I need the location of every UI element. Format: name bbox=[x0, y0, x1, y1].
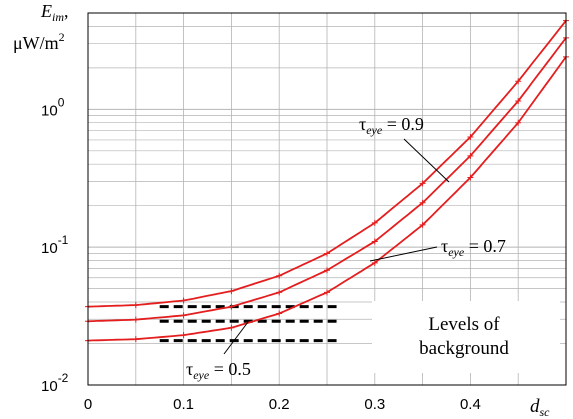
background-levels bbox=[159, 305, 337, 343]
annotation-tau-0.9: τeye = 0.9 bbox=[359, 114, 450, 183]
data-point bbox=[419, 180, 426, 187]
data-point bbox=[371, 219, 378, 226]
data-point bbox=[228, 288, 235, 295]
curves bbox=[85, 17, 569, 344]
data-point bbox=[276, 272, 283, 279]
annotation-leader-0.7 bbox=[369, 246, 438, 262]
x-tick-labels: 0 0.1 0.2 0.3 0.4 bbox=[84, 396, 481, 413]
data-point bbox=[324, 267, 330, 274]
plot-frame bbox=[87, 12, 567, 386]
data-point bbox=[180, 332, 187, 339]
data-point bbox=[132, 316, 139, 323]
annotation-leader-0.9 bbox=[403, 138, 450, 183]
background-label-box bbox=[372, 301, 560, 373]
y-tick-label: 10-1 bbox=[41, 233, 69, 257]
x-tick-label: 0.2 bbox=[269, 396, 290, 413]
data-point bbox=[228, 303, 235, 310]
data-point bbox=[515, 119, 522, 126]
data-point bbox=[276, 310, 283, 317]
x-axis-label: dsc bbox=[530, 396, 550, 419]
annotation-leader-0.5 bbox=[223, 321, 249, 355]
data-point bbox=[180, 312, 187, 319]
y-tick-label: 100 bbox=[41, 95, 65, 119]
annotation-label-0.9: τeye = 0.9 bbox=[359, 114, 424, 137]
background-label-line2: background bbox=[419, 338, 509, 359]
y-tick-label: 10-2 bbox=[41, 371, 69, 395]
data-point bbox=[467, 152, 474, 159]
x-tick-label: 0.1 bbox=[173, 396, 194, 413]
x-tick-label: 0.3 bbox=[364, 396, 385, 413]
data-point bbox=[324, 289, 330, 296]
data-point bbox=[371, 259, 378, 266]
y-axis-label-line2: μW/m2 bbox=[13, 30, 65, 53]
data-point bbox=[180, 297, 187, 304]
y-tick-labels: 10-2 10-1 100 bbox=[41, 95, 69, 395]
x-tick-label: 0.4 bbox=[460, 396, 481, 413]
annotation-label-0.7: τeye = 0.7 bbox=[441, 236, 506, 259]
data-point bbox=[132, 336, 139, 343]
data-point bbox=[515, 97, 522, 104]
background-label-line1: Levels of bbox=[428, 314, 500, 335]
y-axis-label-line1: Eim, bbox=[40, 1, 69, 24]
data-point bbox=[419, 199, 426, 206]
data-point bbox=[419, 221, 426, 228]
data-point bbox=[276, 289, 283, 296]
data-point bbox=[515, 78, 522, 85]
annotation-tau-0.5: τeye = 0.5 bbox=[186, 321, 251, 382]
data-point bbox=[467, 133, 474, 140]
data-point bbox=[324, 250, 330, 257]
x-tick-label: 0 bbox=[84, 396, 92, 413]
data-point bbox=[132, 302, 139, 309]
annotation-label-0.5: τeye = 0.5 bbox=[186, 359, 251, 382]
annotation-tau-0.7: τeye = 0.7 bbox=[369, 236, 506, 262]
data-point bbox=[467, 174, 474, 181]
data-point bbox=[228, 324, 235, 331]
data-point bbox=[371, 238, 378, 245]
